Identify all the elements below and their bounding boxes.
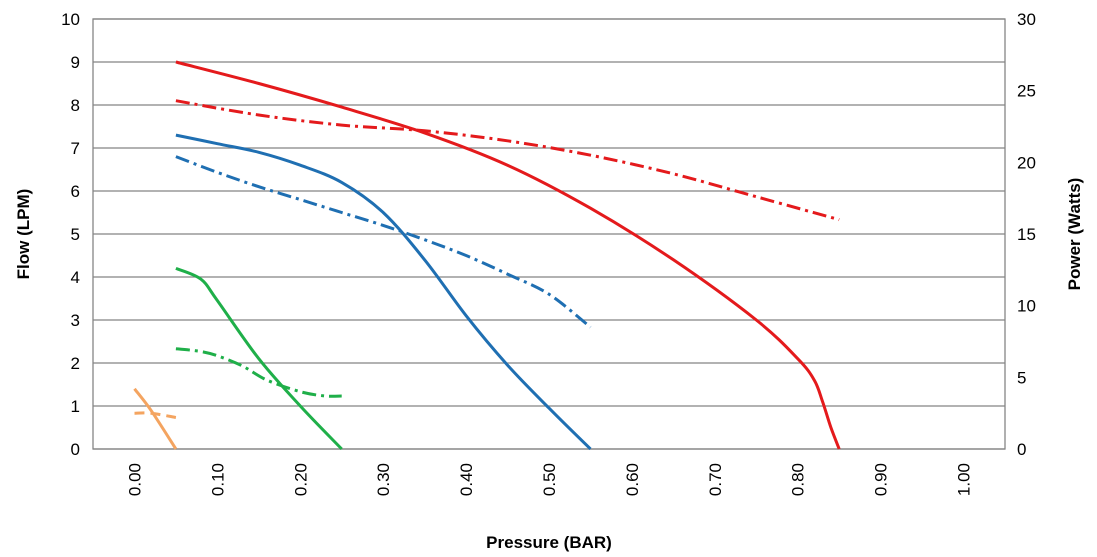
y2-tick-label: 0: [1017, 440, 1026, 459]
y2-tick-label: 30: [1017, 10, 1036, 29]
left-axis-ticks: 0 1 2 3 4 5 6 7 8 9 10: [61, 10, 80, 459]
x-tick-label: 1.00: [955, 463, 974, 496]
y-tick-label: 5: [71, 225, 80, 244]
x-tick-label: 0.30: [374, 463, 393, 496]
series-line-5: [175, 267, 343, 451]
y-tick-label: 3: [71, 311, 80, 330]
y2-tick-label: 20: [1017, 153, 1036, 172]
series-group: [133, 60, 841, 451]
x-tick-label: 0.50: [540, 463, 559, 496]
x-tick-label: 0.00: [125, 463, 144, 496]
right-axis-ticks: 0 5 10 15 20 25 30: [1017, 10, 1036, 459]
gridlines: [93, 18, 1005, 450]
x-tick-label: 0.70: [706, 463, 725, 496]
x-tick-label: 0.80: [789, 463, 808, 496]
y2-tick-label: 25: [1017, 82, 1036, 101]
y2-tick-label: 5: [1017, 368, 1026, 387]
y-tick-label: 7: [71, 139, 80, 158]
y-tick-label: 8: [71, 96, 80, 115]
y-tick-label: 9: [71, 53, 80, 72]
y2-tick-label: 10: [1017, 297, 1036, 316]
series-line-4: [175, 155, 592, 329]
x-tick-label: 0.40: [457, 463, 476, 496]
series-line-1: [175, 60, 841, 450]
y-tick-label: 10: [61, 10, 80, 29]
series-line-8: [134, 411, 177, 419]
series-line-6: [175, 347, 342, 398]
y-axis-title: Flow (LPM): [14, 189, 33, 280]
y2-tick-label: 15: [1017, 225, 1036, 244]
y2-axis-title: Power (Watts): [1065, 178, 1084, 291]
y-tick-label: 0: [71, 440, 80, 459]
x-tick-label: 0.60: [623, 463, 642, 496]
y-tick-label: 1: [71, 397, 80, 416]
x-axis-ticks: 0.00 0.10 0.20 0.30 0.40 0.50 0.60 0.70 0.80 0.90…: [125, 463, 973, 496]
plot-area-frame: [92, 18, 1006, 450]
series-line-3: [175, 133, 592, 451]
y-tick-label: 2: [71, 354, 80, 373]
x-tick-label: 0.20: [291, 463, 310, 496]
y-tick-label: 4: [71, 268, 80, 287]
series-line-7: [133, 387, 178, 450]
y-tick-label: 6: [71, 182, 80, 201]
series-line-2: [175, 99, 840, 222]
x-axis-title: Pressure (BAR): [486, 533, 612, 552]
x-tick-label: 0.90: [872, 463, 891, 496]
x-tick-label: 0.10: [208, 463, 227, 496]
